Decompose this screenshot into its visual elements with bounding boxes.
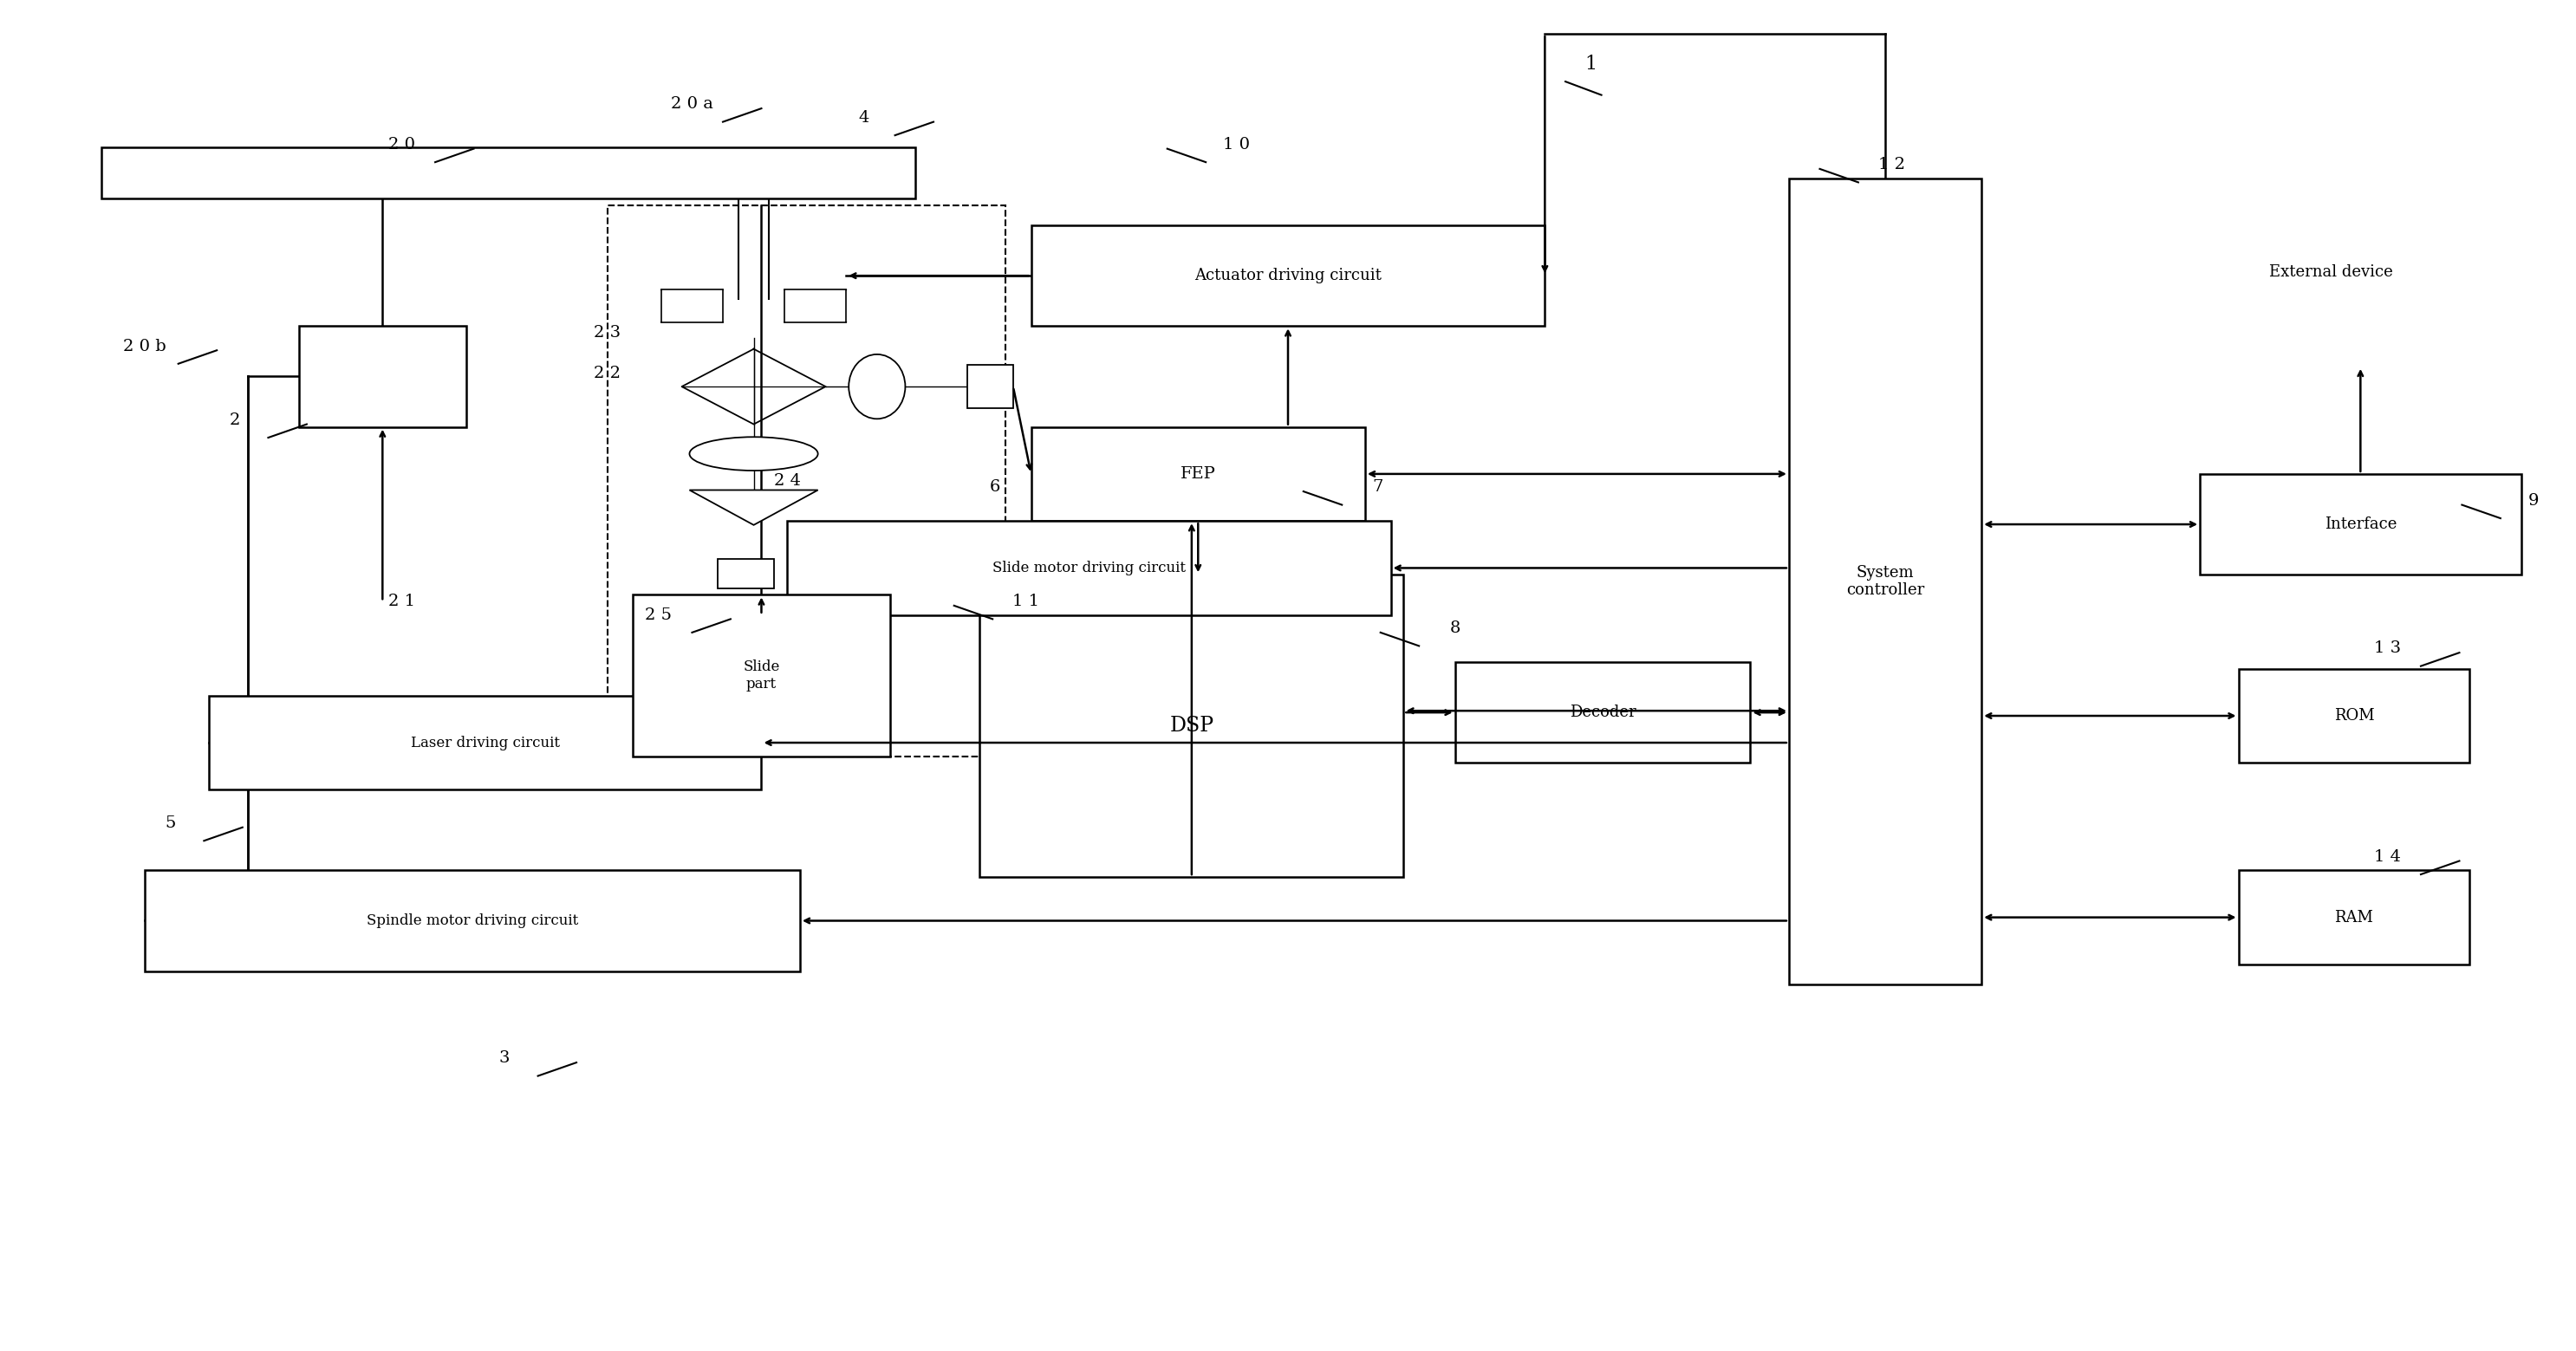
Bar <box>2200 474 2522 574</box>
Bar <box>144 870 801 971</box>
Text: Actuator driving circuit: Actuator driving circuit <box>1195 267 1381 284</box>
Bar <box>209 696 762 790</box>
Text: 2 3: 2 3 <box>595 326 621 340</box>
Text: 1 2: 1 2 <box>1878 157 1906 173</box>
Text: 1 0: 1 0 <box>1224 136 1249 153</box>
Text: 1: 1 <box>1584 54 1597 73</box>
Bar <box>608 205 1005 757</box>
Text: 8: 8 <box>1450 620 1461 636</box>
Text: 1 1: 1 1 <box>1012 594 1041 609</box>
Bar <box>979 574 1404 877</box>
Text: 6: 6 <box>989 480 999 496</box>
Bar <box>2239 669 2470 763</box>
Polygon shape <box>690 490 819 526</box>
Text: 2: 2 <box>229 412 240 428</box>
Bar <box>2239 870 2470 965</box>
Text: DSP: DSP <box>1170 716 1213 736</box>
Text: 7: 7 <box>1373 480 1383 496</box>
Text: Decoder: Decoder <box>1569 705 1636 720</box>
Bar <box>786 290 845 322</box>
Text: System
controller: System controller <box>1847 565 1924 598</box>
Text: FEP: FEP <box>1180 466 1216 482</box>
Text: 5: 5 <box>165 816 175 831</box>
Text: Spindle motor driving circuit: Spindle motor driving circuit <box>366 913 577 928</box>
Text: 3: 3 <box>500 1051 510 1066</box>
Text: Slide motor driving circuit: Slide motor driving circuit <box>992 561 1185 576</box>
Bar <box>299 326 466 427</box>
Ellipse shape <box>690 436 819 470</box>
Text: 2 5: 2 5 <box>644 607 672 623</box>
Text: Laser driving circuit: Laser driving circuit <box>410 735 559 750</box>
Bar <box>719 558 775 588</box>
Text: ROM: ROM <box>2334 708 2375 724</box>
Text: 1 4: 1 4 <box>2375 850 2401 865</box>
Text: 4: 4 <box>858 109 871 126</box>
Text: 2 0: 2 0 <box>389 136 415 153</box>
Text: 2 0 b: 2 0 b <box>124 339 167 354</box>
Text: 9: 9 <box>2530 493 2540 508</box>
Bar <box>966 365 1012 408</box>
Bar <box>1030 427 1365 521</box>
Text: 2 1: 2 1 <box>389 594 415 609</box>
Bar <box>1455 662 1749 763</box>
Bar <box>634 594 889 757</box>
Text: RAM: RAM <box>2334 909 2372 925</box>
Bar <box>662 290 724 322</box>
Text: 1 3: 1 3 <box>2375 640 2401 657</box>
Ellipse shape <box>848 354 904 419</box>
Text: 2 2: 2 2 <box>595 365 621 381</box>
Text: Interface: Interface <box>2324 516 2396 532</box>
Text: 2 0 a: 2 0 a <box>670 96 714 112</box>
Bar <box>100 147 914 199</box>
Bar <box>788 521 1391 615</box>
Bar <box>1788 178 1981 985</box>
Bar <box>1030 226 1546 326</box>
Text: 2 4: 2 4 <box>773 473 801 489</box>
Text: External device: External device <box>2269 265 2393 280</box>
Text: Slide
part: Slide part <box>742 659 781 692</box>
